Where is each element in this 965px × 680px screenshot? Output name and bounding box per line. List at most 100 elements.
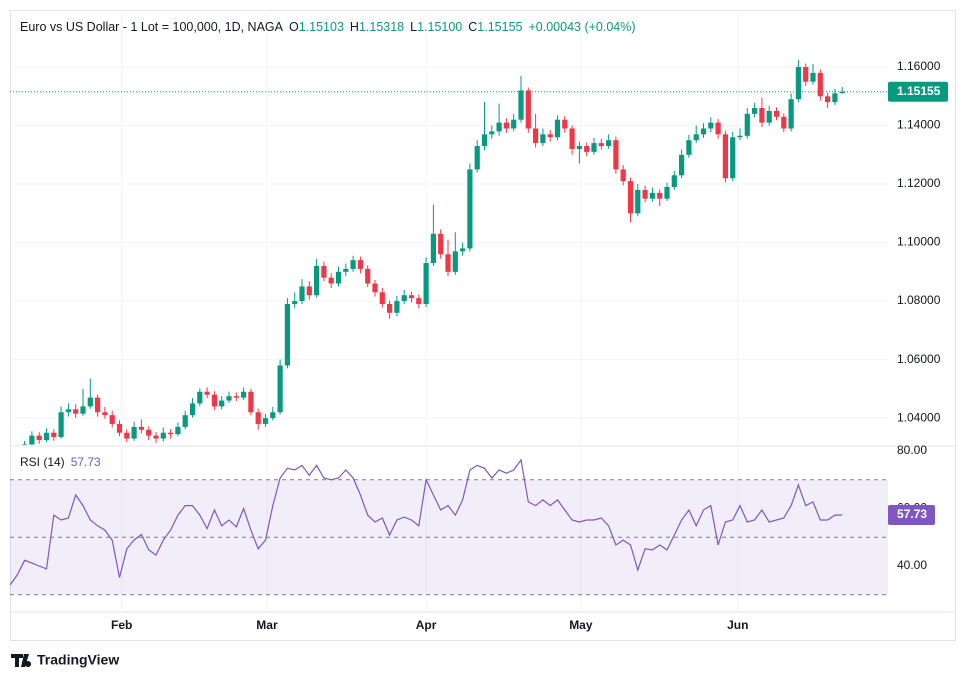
grid <box>10 10 888 612</box>
candle-body <box>204 391 210 395</box>
candle-body <box>29 435 35 445</box>
candle-body <box>292 301 298 304</box>
rsi-value-box <box>888 505 935 526</box>
candle-body <box>314 265 320 296</box>
candle-body <box>554 119 561 138</box>
candle-body <box>766 110 772 123</box>
candle-body <box>693 134 699 141</box>
y-tick-label: 1.10000 <box>897 235 941 249</box>
candle-body <box>80 406 86 414</box>
candle-body <box>321 265 327 278</box>
ohlc-label: C <box>468 20 477 34</box>
y-tick-label: 80.00 <box>897 443 927 457</box>
candle-body <box>95 397 101 413</box>
candle-body <box>372 283 378 293</box>
candle-body <box>430 233 436 264</box>
candle-body <box>335 271 342 284</box>
candle-body <box>168 432 174 435</box>
candle-body <box>65 409 71 413</box>
candle-body <box>584 146 590 152</box>
candle-body <box>562 119 568 129</box>
candle-body <box>649 192 655 199</box>
price-pane <box>10 59 888 445</box>
candle-body <box>810 72 816 82</box>
ohlc-label: O <box>289 20 299 34</box>
candle-body <box>576 146 582 149</box>
candle-body <box>759 107 765 123</box>
candle-body <box>533 128 539 144</box>
candle-body <box>540 134 546 144</box>
candle-body <box>248 391 254 413</box>
candle-body <box>752 107 758 114</box>
candle-body <box>788 99 794 129</box>
candle-body <box>43 432 50 441</box>
candle-body <box>795 67 801 100</box>
candle-body <box>175 426 181 435</box>
x-tick-label: Mar <box>256 618 278 632</box>
candle-body <box>832 93 838 103</box>
rsi-line <box>10 458 843 586</box>
y-tick-label: 1.14000 <box>897 118 941 132</box>
rsi-title: RSI (14) 57.73 <box>20 455 101 469</box>
rsi-value: 57.73 <box>71 455 101 469</box>
candle-body <box>606 140 612 147</box>
candle-body <box>270 412 276 419</box>
candle-body <box>233 396 239 398</box>
candle-body <box>146 429 152 436</box>
axes: 1.04000 1.06000 1.08000 1.10000 1.12000 1.140… <box>111 59 948 632</box>
candle-body <box>496 122 502 132</box>
candle-body <box>36 435 42 441</box>
rsi-pane <box>10 458 888 596</box>
candle-body <box>503 122 509 129</box>
candle-body <box>547 134 553 138</box>
candle-body <box>423 263 429 304</box>
candle-body <box>613 140 619 170</box>
candle-body <box>591 143 597 152</box>
candle-body <box>518 90 524 120</box>
candle-body <box>511 119 517 129</box>
x-tick-label: May <box>569 618 593 632</box>
y-tick-label: 1.06000 <box>897 352 941 366</box>
candle-body <box>525 90 531 129</box>
ohlc-value: 1.15155 <box>477 20 522 34</box>
candle-body <box>730 137 736 179</box>
candle-body <box>197 391 203 404</box>
candle-body <box>357 260 363 269</box>
candle-body <box>131 426 137 439</box>
y-tick-label: 1.08000 <box>897 293 941 307</box>
candle-body <box>474 146 480 170</box>
candle-body <box>438 233 444 255</box>
candle-body <box>109 415 115 424</box>
candle-body <box>686 140 692 155</box>
candle-body <box>394 301 400 313</box>
candle-body <box>737 135 743 138</box>
brand: TradingView <box>37 652 119 668</box>
candle-body <box>664 186 670 199</box>
y-tick-label: 40.00 <box>897 558 927 572</box>
candle-body <box>598 143 604 147</box>
candle-body <box>365 268 371 284</box>
x-tick-label: Feb <box>111 618 132 632</box>
y-tick-label: 1.12000 <box>897 176 941 190</box>
y-tick-label: 1.04000 <box>897 410 941 424</box>
candle-body <box>241 391 247 398</box>
x-tick-label: Apr <box>416 618 437 632</box>
candle-body <box>489 131 495 135</box>
candle-body <box>328 277 334 284</box>
candle-body <box>189 403 196 416</box>
candle-body <box>87 397 93 407</box>
candle-body <box>671 175 677 187</box>
candle-body <box>481 134 488 147</box>
candle-body <box>124 432 130 439</box>
logo-icon <box>11 654 32 667</box>
candle-body <box>401 295 407 302</box>
frame <box>10 10 956 641</box>
candle-body <box>343 268 349 272</box>
candle-body <box>379 292 385 304</box>
y-tick-label: 1.16000 <box>897 59 941 73</box>
ohlc-value: 1.15103 <box>299 20 344 34</box>
candle-body <box>160 432 166 439</box>
candle-body <box>299 286 305 302</box>
logo: TradingView <box>11 652 119 668</box>
